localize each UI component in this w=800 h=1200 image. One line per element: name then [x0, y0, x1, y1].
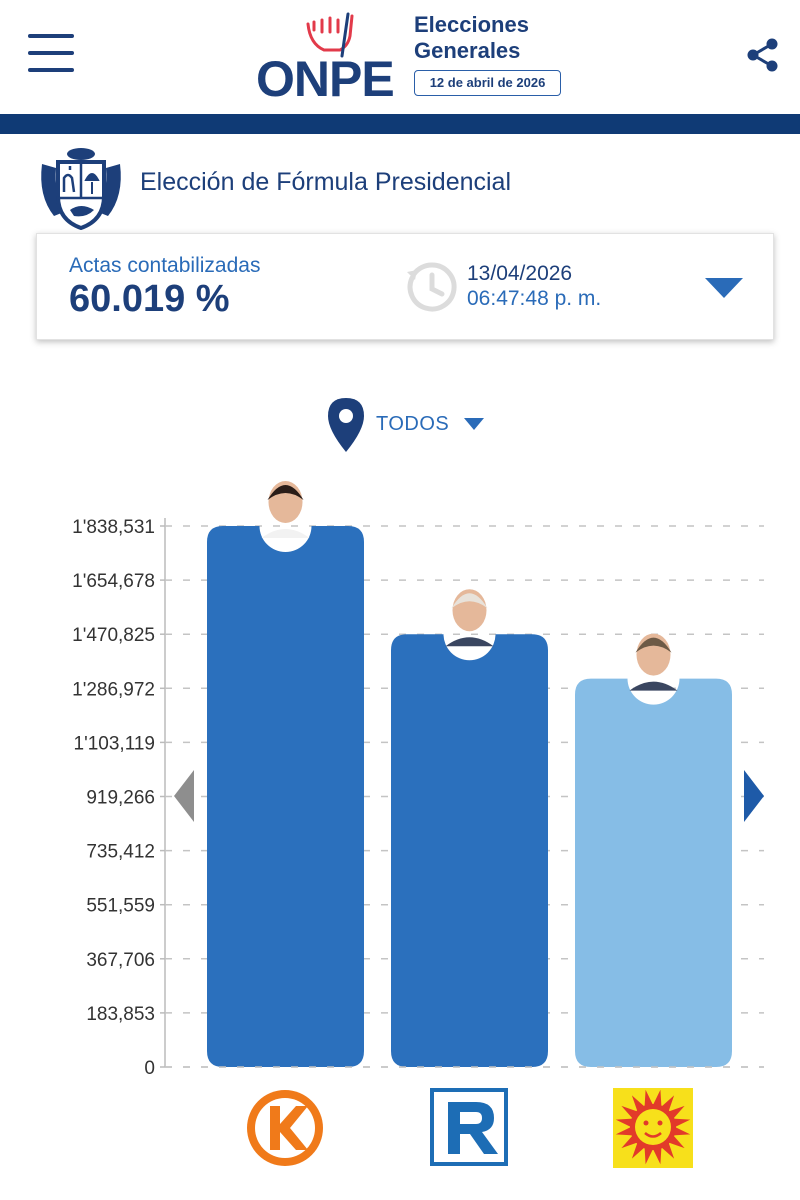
- event-title: Elecciones Generales: [414, 12, 529, 64]
- onpe-logo[interactable]: ONPE: [256, 10, 406, 107]
- y-tick-label: 183,853: [86, 1004, 155, 1025]
- renovacion-popular-r-logo[interactable]: [430, 1088, 508, 1166]
- hamburger-menu-icon[interactable]: [28, 34, 74, 74]
- candidate-avatar-2: [445, 589, 494, 647]
- chevron-down-icon: [464, 418, 484, 430]
- refresh-clock-icon: [407, 262, 457, 312]
- candidate-avatar-3: [629, 633, 678, 691]
- election-title: Elección de Fórmula Presidencial: [140, 168, 512, 196]
- y-tick-label: 0: [144, 1058, 155, 1079]
- actas-percentage: 60.019 %: [69, 278, 230, 320]
- logo-text: ONPE: [256, 51, 395, 107]
- top-header: ONPE Elecciones Generales 12 de abril de…: [0, 0, 800, 112]
- bar-3[interactable]: [575, 678, 732, 1067]
- coat-of-arms-icon: [41, 148, 121, 230]
- y-tick-label: 1'654,678: [72, 571, 155, 592]
- event-title-line2: Generales: [414, 38, 521, 63]
- y-tick-label: 919,266: [86, 787, 155, 808]
- candidate-avatar-1: [261, 481, 310, 538]
- location-pin-icon: [328, 398, 364, 452]
- previous-arrow-icon[interactable]: [174, 770, 194, 822]
- y-tick-label: 735,412: [86, 842, 155, 863]
- y-tick-label: 367,706: [86, 950, 155, 971]
- filter-selected-value: TODOS: [376, 413, 450, 435]
- bar-1[interactable]: [207, 526, 364, 1067]
- next-arrow-icon[interactable]: [744, 770, 764, 822]
- last-update-date: 13/04/2026: [467, 262, 573, 285]
- last-update-time: 06:47:48 p. m.: [467, 287, 602, 310]
- event-title-line1: Elecciones: [414, 12, 529, 37]
- event-date-badge: 12 de abril de 2026: [414, 70, 561, 96]
- actas-label: Actas contabilizadas: [69, 254, 261, 277]
- chevron-down-icon[interactable]: [705, 278, 743, 298]
- y-tick-label: 1'470,825: [72, 625, 155, 646]
- sun-face-logo[interactable]: [613, 1088, 693, 1168]
- share-icon[interactable]: [744, 36, 780, 74]
- header-divider-bar: [0, 114, 800, 134]
- voting-hand-icon: [306, 12, 354, 58]
- y-tick-label: 551,559: [86, 896, 155, 917]
- bar-2[interactable]: [391, 634, 548, 1067]
- actas-summary-card[interactable]: Actas contabilizadas 60.019 % 13/04/2026…: [36, 233, 774, 340]
- y-tick-label: 1'103,119: [74, 733, 155, 754]
- y-tick-label: 1'286,972: [72, 679, 155, 700]
- chart-canvas: 0 183,853 367,706 551,559 735,412 919,266 1'10…: [72, 481, 764, 1168]
- y-tick-label: 1'838,531: [72, 517, 155, 538]
- fuerza-popular-k-logo[interactable]: [247, 1090, 323, 1166]
- votes-bar-chart: 0 183,853 367,706 551,559 735,412 919,266 1'10…: [0, 460, 800, 1200]
- region-filter-dropdown[interactable]: TODOS: [326, 396, 496, 454]
